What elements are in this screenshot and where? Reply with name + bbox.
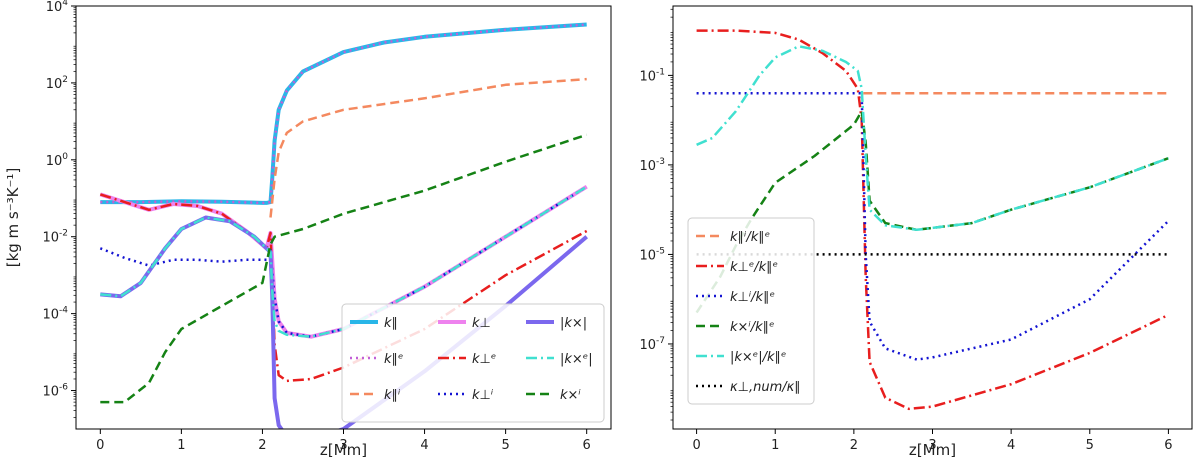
x-tick-label: 2 [258, 438, 266, 453]
x-tick-label: 1 [177, 438, 185, 453]
x-tick-label: 6 [583, 438, 591, 453]
legend-label: |k×ᵉ| [560, 352, 593, 367]
series-line [99, 193, 588, 383]
y-tick-label: 104 [46, 0, 69, 15]
x-axis-label: z[Mm] [320, 441, 367, 459]
legend-label: k⊥ [472, 316, 491, 331]
legend-label: k∥ [384, 316, 398, 331]
y-tick-label: 10-5 [639, 246, 665, 263]
y-tick-label: 10-3 [639, 157, 665, 174]
y-tick-label: 10-1 [639, 67, 665, 84]
y-tick-label: 10-6 [42, 383, 68, 400]
left-panel: 0 1 2 3 4 5 6 10-6 10-4 10-2 100 102 104 z[Mm] [kg m s… [4, 0, 612, 459]
legend-label: κ⊥,num/κ∥ [730, 380, 801, 395]
legend-label: k⊥ᵉ/k∥ᵉ [730, 260, 778, 275]
legend-label: k⊥ᵉ [472, 352, 496, 367]
series-line [696, 29, 1169, 411]
legend-label: k∥ⁱ/k∥ᵉ [730, 230, 770, 245]
x-tick-label: 5 [1086, 438, 1094, 453]
series-line [100, 133, 588, 404]
series-line [100, 23, 587, 205]
y-tick-label: 102 [46, 75, 68, 92]
legend-box [687, 217, 815, 405]
x-tick-label: 4 [1007, 438, 1015, 453]
legend-label: |k×| [560, 316, 587, 331]
plot-frame [75, 5, 612, 430]
x-tick-label: 5 [501, 438, 509, 453]
legend-label: k⊥ⁱ/k∥ᵉ [730, 290, 775, 305]
x-tick-label: 0 [692, 438, 700, 453]
legend-box [341, 303, 605, 423]
legend-label: k⊥ⁱ [472, 388, 494, 403]
x-tick-label: 2 [850, 438, 858, 453]
x-tick-label: 0 [96, 438, 104, 453]
y-tick-label: 100 [46, 152, 69, 169]
legend-label: k×ⁱ/k∥ᵉ [730, 320, 775, 335]
y-tick-label: 10-7 [639, 336, 665, 353]
series-line [696, 92, 1170, 361]
series-line [695, 109, 1169, 314]
x-axis-label: z[Mm] [909, 441, 956, 459]
legend-label: k∥ⁱ [384, 388, 401, 403]
series-line [269, 77, 587, 218]
plot-frame [672, 5, 1193, 430]
legend-label: k×ⁱ [560, 388, 581, 403]
y-tick-label: 10-2 [42, 229, 68, 246]
y-tick-label: 10-4 [42, 306, 68, 323]
legend-label: |k×ᵉ|/k∥ᵉ [730, 350, 786, 365]
x-tick-label: 1 [771, 438, 779, 453]
x-tick-label: 3 [339, 438, 347, 453]
legend-label: k∥ᵉ [384, 352, 403, 367]
right-panel: 0 1 2 3 4 5 6 10-7 10-5 10-3 10-1 z[Mm] k∥ⁱ/k∥ᵉ k⊥ᵉ/k… [639, 5, 1193, 459]
x-tick-label: 4 [420, 438, 428, 453]
series-line [696, 45, 1169, 232]
y-axis-label: [kg m s⁻³K⁻¹] [4, 168, 22, 268]
x-tick-label: 6 [1164, 438, 1172, 453]
x-tick-label: 3 [928, 438, 936, 453]
